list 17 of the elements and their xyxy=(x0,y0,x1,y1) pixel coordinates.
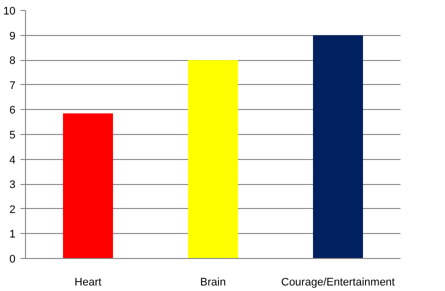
x-tick-label: Brain xyxy=(200,276,226,288)
y-tick-label: 0 xyxy=(9,254,16,266)
bar xyxy=(188,60,238,258)
x-tick-label: Heart xyxy=(74,276,102,288)
y-tick-label: 8 xyxy=(9,55,16,68)
y-tick-label: 1 xyxy=(9,228,16,241)
y-tick-label: 6 xyxy=(9,104,16,117)
bar xyxy=(313,35,363,258)
y-tick-label: 9 xyxy=(9,30,16,42)
y-tick-label: 5 xyxy=(9,130,16,142)
bar xyxy=(63,113,113,258)
y-tick-label: 3 xyxy=(9,179,16,192)
x-tick-label: Courage/Entertainment xyxy=(281,276,395,288)
y-tick-label: 10 xyxy=(3,6,16,18)
y-tick-label: 2 xyxy=(9,204,16,216)
y-tick-label: 4 xyxy=(9,154,16,166)
y-tick-label: 7 xyxy=(9,80,16,92)
